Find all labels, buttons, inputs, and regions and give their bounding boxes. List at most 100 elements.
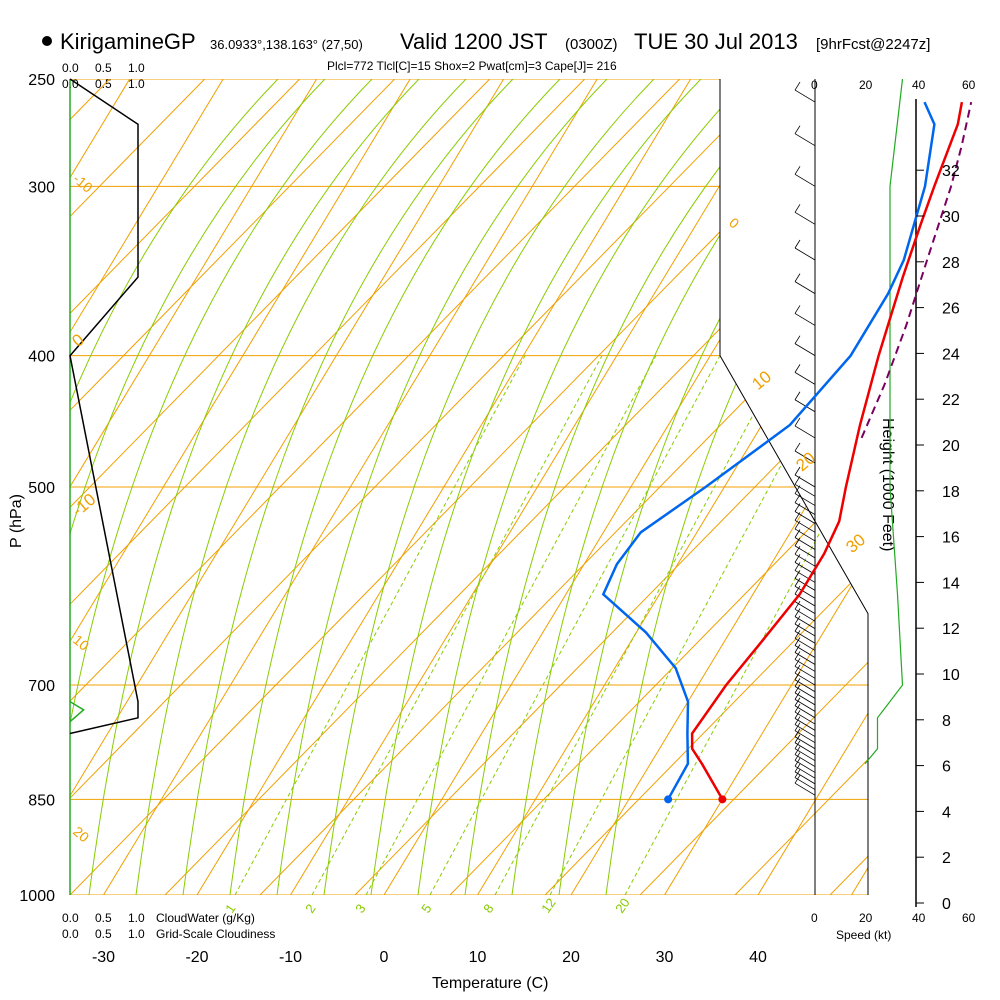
wind-barb-staff	[794, 425, 816, 439]
dry-adiabat-line	[544, 79, 868, 895]
wind-barb	[794, 734, 816, 756]
cloud-profiles	[69, 78, 139, 735]
wind-barb-staff	[794, 711, 816, 725]
wind-barb	[794, 520, 816, 542]
wind-barb-flag	[794, 520, 801, 530]
moist-adiabat-line	[417, 79, 749, 895]
wind-barb	[794, 442, 816, 464]
temperature-tick-label: -20	[185, 949, 208, 966]
wind-barb-flag	[794, 529, 801, 538]
wind-barb-flag	[794, 554, 801, 563]
wind-barb-flag	[794, 752, 801, 761]
wind-barb-flag	[794, 746, 801, 755]
valid-time: Valid 1200 JST	[400, 29, 548, 54]
wind-barb-flag	[794, 769, 801, 778]
wind-barb-staff	[794, 493, 816, 506]
wind-barb-staff	[794, 537, 816, 550]
wind-barb	[794, 466, 816, 488]
wind-barb-staff	[794, 553, 816, 567]
wind-barb-flag	[794, 239, 801, 249]
dry-adiabat-line	[259, 79, 868, 895]
mixing-ratio-label: 3	[352, 901, 368, 916]
indices-line: Plcl=772 Tlcl[C]=15 Shox=2 Pwat[cm]=3 Ca…	[327, 59, 617, 73]
temperature-tick-label: 20	[562, 949, 580, 966]
wind-barb	[794, 417, 816, 439]
bottom-speed-tick: 20	[859, 911, 873, 925]
isotherm-line	[70, 79, 224, 895]
bottom-speed-tick: 60	[962, 911, 976, 925]
moist-adiabat-line	[135, 79, 467, 895]
speed-label: Speed (kt)	[836, 928, 891, 942]
dry-adiabat-line	[354, 79, 868, 895]
height-tick-label: 24	[942, 346, 960, 363]
wind-barb-flag	[794, 600, 801, 610]
wind-barb-flag	[794, 608, 801, 617]
top-cloudiness-tick: 1.0	[128, 77, 145, 91]
dry-adiabat-label: 30	[842, 530, 869, 557]
height-tick-label: 12	[942, 621, 960, 638]
surface-temperature-marker	[718, 795, 727, 804]
moist-adiabat-line	[370, 79, 702, 895]
wind-barb-staff	[794, 474, 816, 488]
bottom-cloudwater-tick: 1.0	[128, 911, 145, 925]
bottom-cloudiness-tick: 0.5	[95, 927, 112, 941]
wind-barb-flag	[794, 494, 801, 503]
temperature-tick-label: 10	[469, 949, 487, 966]
wind-barb-staff	[794, 89, 816, 103]
station-coords: 36.0933°,138.163° (27,50)	[210, 37, 363, 52]
wind-barb-flag	[794, 774, 801, 784]
temperature-tick-label: 30	[656, 949, 674, 966]
station-name: KirigamineGP	[60, 29, 196, 54]
moist-adiabat-line	[88, 79, 420, 895]
isotherm-line	[477, 79, 868, 895]
zulu-time: (0300Z)	[565, 36, 618, 53]
pressure-tick-label: 500	[28, 480, 55, 497]
wind-barb-flag	[794, 728, 801, 737]
height-tick-label: 20	[942, 438, 960, 455]
wind-barb-flag	[794, 585, 801, 595]
wind-barb-staff	[794, 511, 816, 524]
height-tick-label: 0	[942, 896, 951, 913]
wind-panel	[794, 78, 904, 796]
wind-barb	[794, 710, 816, 731]
wind-barb-staff	[794, 718, 816, 731]
wind-barb	[794, 678, 816, 699]
top-cloudwater-tick: 0.5	[95, 61, 112, 75]
height-tick-label: 30	[942, 209, 960, 226]
surface-dewpoint-marker	[664, 795, 673, 804]
mixing-ratio-line	[624, 355, 868, 895]
wind-barb-flag	[794, 364, 801, 373]
wind-barb-staff	[794, 730, 816, 744]
wind-barb	[794, 335, 816, 356]
wind-barb-staff	[794, 748, 816, 762]
height-tick-label: 4	[942, 804, 951, 821]
wind-barb-staff	[794, 545, 816, 559]
height-tick-label: 26	[942, 301, 960, 318]
isotherm-line	[290, 79, 785, 895]
header: KirigamineGP 36.0933°,138.163° (27,50) V…	[42, 29, 930, 54]
bottom-cloudwater-tick: 0.5	[95, 911, 112, 925]
mixing-ratio-label: 20	[612, 895, 633, 915]
wind-barb-staff	[794, 782, 816, 796]
wind-barb	[794, 703, 816, 725]
wind-barb-staff	[794, 686, 816, 699]
wind-barb	[794, 391, 816, 413]
bottom-cloudiness-tick: 1.0	[128, 927, 145, 941]
wind-barb-flag	[794, 81, 801, 91]
top-speed-scale: 0 20 40 60	[811, 78, 976, 92]
wind-barb-flag	[794, 658, 801, 667]
mixing-ratio-line	[429, 355, 721, 895]
mixing-ratio-label: 12	[538, 895, 559, 915]
wind-barb	[794, 239, 816, 261]
wind-barb	[794, 716, 816, 737]
plot-frame	[69, 79, 917, 907]
wind-barb	[794, 512, 816, 533]
wind-barb	[794, 537, 816, 559]
top-speed-tick: 20	[859, 78, 873, 92]
wind-barb-flag	[794, 757, 801, 767]
wind-barb-staff	[794, 724, 816, 737]
top-cloudwater-tick: 0.0	[62, 61, 79, 75]
wind-barb-staff	[794, 399, 816, 413]
